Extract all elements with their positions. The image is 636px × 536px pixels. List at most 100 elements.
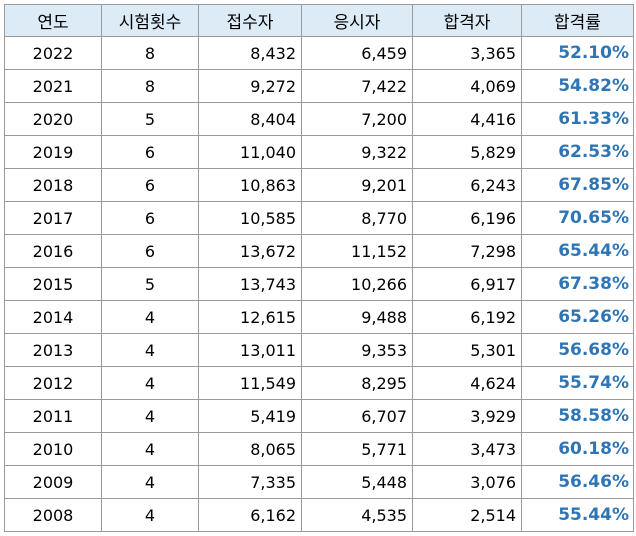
table-row: 2015 5 13,743 10,266 6,917 67.38% [4, 267, 634, 301]
cell-pass-rate: 60.18% [521, 432, 634, 466]
cell-examinees: 9,488 [301, 300, 413, 334]
cell-exam-count: 4 [101, 366, 199, 400]
cell-exam-count: 5 [101, 267, 199, 301]
table-row: 2009 4 7,335 5,448 3,076 56.46% [4, 465, 634, 499]
cell-applicants: 11,040 [198, 135, 302, 169]
cell-applicants: 8,065 [198, 432, 302, 466]
header-year: 연도 [4, 4, 102, 37]
cell-applicants: 12,615 [198, 300, 302, 334]
cell-examinees: 5,448 [301, 465, 413, 499]
cell-pass-rate: 62.53% [521, 135, 634, 169]
cell-passers: 6,192 [412, 300, 522, 334]
cell-year: 2010 [4, 432, 102, 466]
cell-examinees: 6,707 [301, 399, 413, 433]
cell-pass-rate: 56.68% [521, 333, 634, 367]
cell-passers: 6,243 [412, 168, 522, 202]
cell-pass-rate: 55.74% [521, 366, 634, 400]
cell-year: 2012 [4, 366, 102, 400]
header-examinees: 응시자 [301, 4, 413, 37]
table-row: 2018 6 10,863 9,201 6,243 67.85% [4, 168, 634, 202]
cell-exam-count: 4 [101, 399, 199, 433]
cell-year: 2022 [4, 36, 102, 70]
cell-pass-rate: 65.44% [521, 234, 634, 268]
cell-exam-count: 4 [101, 300, 199, 334]
cell-pass-rate: 67.38% [521, 267, 634, 301]
cell-examinees: 6,459 [301, 36, 413, 70]
cell-applicants: 13,011 [198, 333, 302, 367]
cell-passers: 6,917 [412, 267, 522, 301]
cell-examinees: 7,200 [301, 102, 413, 136]
cell-year: 2008 [4, 498, 102, 532]
cell-exam-count: 6 [101, 168, 199, 202]
cell-passers: 7,298 [412, 234, 522, 268]
cell-exam-count: 5 [101, 102, 199, 136]
table-row: 2013 4 13,011 9,353 5,301 56.68% [4, 333, 634, 367]
header-pass-rate: 합격률 [521, 4, 634, 37]
table-row: 2016 6 13,672 11,152 7,298 65.44% [4, 234, 634, 268]
cell-applicants: 11,549 [198, 366, 302, 400]
table-row: 2021 8 9,272 7,422 4,069 54.82% [4, 69, 634, 103]
cell-passers: 3,929 [412, 399, 522, 433]
cell-exam-count: 6 [101, 234, 199, 268]
cell-examinees: 9,201 [301, 168, 413, 202]
cell-passers: 5,829 [412, 135, 522, 169]
cell-pass-rate: 54.82% [521, 69, 634, 103]
header-passers: 합격자 [412, 4, 522, 37]
cell-passers: 6,196 [412, 201, 522, 235]
cell-applicants: 9,272 [198, 69, 302, 103]
cell-pass-rate: 67.85% [521, 168, 634, 202]
cell-year: 2013 [4, 333, 102, 367]
table-row: 2011 4 5,419 6,707 3,929 58.58% [4, 399, 634, 433]
cell-applicants: 8,404 [198, 102, 302, 136]
table-row: 2010 4 8,065 5,771 3,473 60.18% [4, 432, 634, 466]
cell-year: 2018 [4, 168, 102, 202]
cell-passers: 3,076 [412, 465, 522, 499]
cell-year: 2011 [4, 399, 102, 433]
cell-applicants: 10,863 [198, 168, 302, 202]
cell-applicants: 8,432 [198, 36, 302, 70]
cell-examinees: 7,422 [301, 69, 413, 103]
table-row: 2014 4 12,615 9,488 6,192 65.26% [4, 300, 634, 334]
cell-passers: 4,069 [412, 69, 522, 103]
cell-exam-count: 4 [101, 498, 199, 532]
cell-pass-rate: 65.26% [521, 300, 634, 334]
cell-examinees: 9,322 [301, 135, 413, 169]
cell-exam-count: 6 [101, 201, 199, 235]
cell-exam-count: 6 [101, 135, 199, 169]
cell-passers: 4,624 [412, 366, 522, 400]
table-row: 2020 5 8,404 7,200 4,416 61.33% [4, 102, 634, 136]
cell-examinees: 9,353 [301, 333, 413, 367]
cell-year: 2016 [4, 234, 102, 268]
cell-exam-count: 4 [101, 465, 199, 499]
cell-year: 2017 [4, 201, 102, 235]
cell-pass-rate: 56.46% [521, 465, 634, 499]
cell-exam-count: 8 [101, 69, 199, 103]
cell-passers: 4,416 [412, 102, 522, 136]
cell-year: 2014 [4, 300, 102, 334]
cell-exam-count: 4 [101, 333, 199, 367]
cell-applicants: 13,743 [198, 267, 302, 301]
cell-pass-rate: 52.10% [521, 36, 634, 70]
header-applicants: 접수자 [198, 4, 302, 37]
cell-examinees: 11,152 [301, 234, 413, 268]
cell-year: 2020 [4, 102, 102, 136]
table-row: 2012 4 11,549 8,295 4,624 55.74% [4, 366, 634, 400]
cell-year: 2019 [4, 135, 102, 169]
cell-applicants: 5,419 [198, 399, 302, 433]
cell-examinees: 4,535 [301, 498, 413, 532]
cell-applicants: 6,162 [198, 498, 302, 532]
cell-pass-rate: 58.58% [521, 399, 634, 433]
cell-passers: 2,514 [412, 498, 522, 532]
cell-passers: 3,365 [412, 36, 522, 70]
table-row: 2019 6 11,040 9,322 5,829 62.53% [4, 135, 634, 169]
cell-year: 2015 [4, 267, 102, 301]
cell-applicants: 13,672 [198, 234, 302, 268]
cell-pass-rate: 70.65% [521, 201, 634, 235]
cell-passers: 3,473 [412, 432, 522, 466]
cell-year: 2009 [4, 465, 102, 499]
table-body: 2022 8 8,432 6,459 3,365 52.10% 2021 8 9,272 7,42… [4, 36, 634, 532]
exam-statistics-table: 연도 시험횟수 접수자 응시자 합격자 합격률 2022 8 8,432 6,459 3… [4, 4, 634, 532]
header-row: 연도 시험횟수 접수자 응시자 합격자 합격률 [4, 4, 634, 37]
header-exam-count: 시험횟수 [101, 4, 199, 37]
table-row: 2008 4 6,162 4,535 2,514 55.44% [4, 498, 634, 532]
